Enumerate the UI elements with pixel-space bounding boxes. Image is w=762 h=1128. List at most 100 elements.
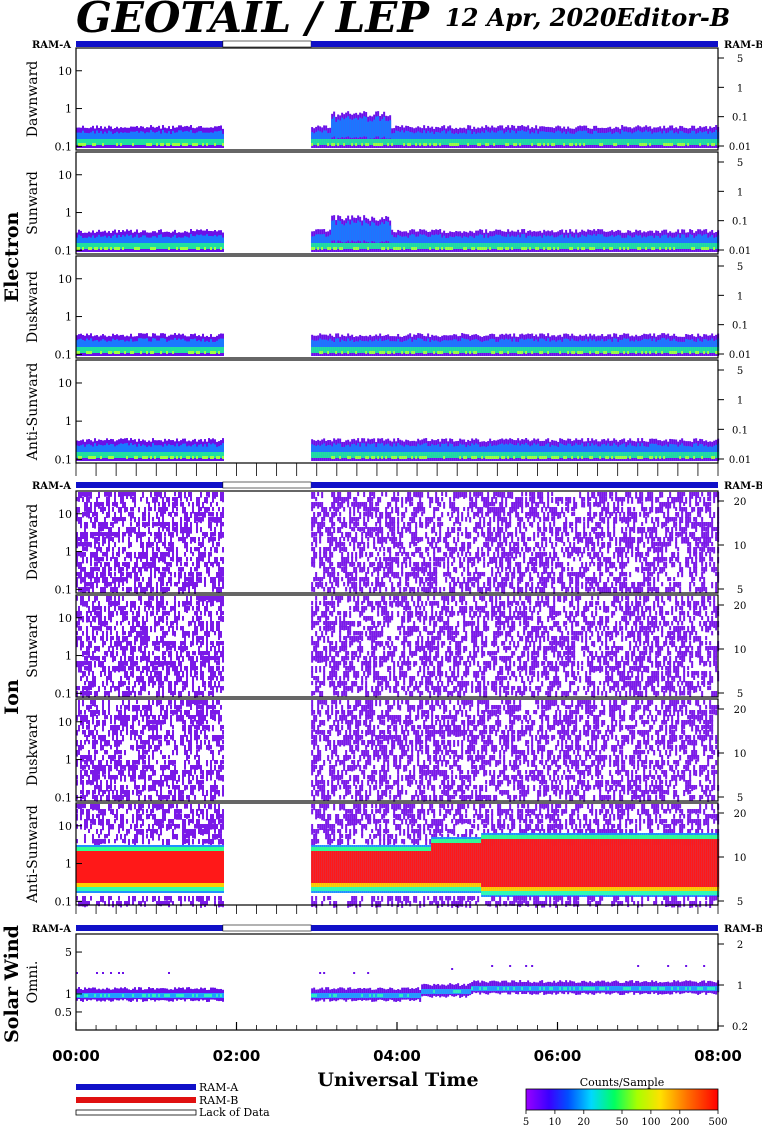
- spectrum-column: [114, 243, 116, 249]
- noise-pixel: [142, 542, 144, 548]
- spectrum-column: [455, 139, 458, 145]
- noise-pixel: [212, 512, 214, 517]
- spectrum-column: [453, 143, 456, 146]
- spectrum-column: [701, 452, 704, 458]
- spectrum-column: [591, 139, 594, 145]
- spectrum-column: [635, 351, 638, 354]
- spectrum-column: [563, 347, 566, 353]
- spectrum-column: [154, 132, 156, 144]
- noise-pixel: [154, 562, 156, 569]
- spectrum-column: [367, 347, 370, 353]
- spectrum-column: [567, 347, 570, 353]
- spectrum-column: [126, 347, 128, 353]
- spectrum-column: [389, 225, 392, 243]
- noise-pixel: [76, 577, 78, 583]
- spectrum-column: [653, 443, 656, 457]
- spectrum-column: [317, 452, 320, 458]
- spectrum-column: [651, 235, 654, 248]
- spectrum-column: [367, 247, 370, 250]
- spectrum-column: [505, 236, 508, 248]
- spectrum-column: [371, 139, 374, 145]
- spectrum-column: [112, 347, 114, 353]
- spectrum-column: [369, 339, 372, 352]
- spectrum-column: [176, 139, 178, 145]
- spectrum-column: [140, 139, 142, 145]
- spectrum-column: [651, 452, 654, 458]
- spectrum-column: [391, 234, 394, 248]
- spectrum-column: [222, 452, 224, 458]
- spectrum-column: [114, 234, 116, 247]
- spectrum-column: [100, 456, 102, 459]
- spectrum-column: [359, 139, 362, 145]
- spectrum-column: [639, 243, 642, 249]
- spectrum-column: [124, 351, 126, 354]
- noise-pixel: [152, 587, 154, 592]
- noise-pixel: [150, 582, 152, 589]
- spectrum-column: [164, 452, 166, 458]
- spectrum-column: [469, 243, 472, 249]
- spectrum-column: [713, 340, 716, 352]
- spectrum-column: [537, 247, 540, 250]
- spectrum-column: [361, 139, 364, 145]
- noise-pixel: [333, 497, 336, 503]
- noise-pixel: [176, 552, 178, 559]
- spectrum-column: [539, 452, 542, 458]
- spectrum-column: [671, 143, 674, 146]
- noise-pixel: [116, 552, 118, 557]
- noise-pixel: [355, 502, 358, 507]
- noise-pixel: [172, 547, 174, 554]
- spectrum-column: [633, 237, 636, 249]
- spectrum-column: [497, 139, 500, 145]
- spectrum-column: [421, 243, 424, 249]
- spectrum-column: [451, 452, 454, 458]
- spectrum-column: [653, 139, 656, 145]
- spectrum-column: [397, 243, 400, 249]
- spectrum-column: [124, 347, 126, 353]
- spectrum-column: [168, 247, 170, 250]
- spectrum-column: [168, 131, 170, 144]
- spectrum-column: [681, 243, 684, 249]
- spectrum-column: [449, 236, 452, 248]
- noise-pixel: [329, 527, 332, 534]
- noise-pixel: [172, 552, 174, 558]
- noise-pixel: [353, 522, 356, 527]
- noise-pixel: [313, 532, 316, 537]
- spectrum-column: [218, 339, 220, 352]
- noise-pixel: [351, 572, 354, 579]
- spectrum-column: [94, 243, 96, 249]
- right-tick-label: 5: [737, 262, 743, 273]
- noise-pixel: [200, 577, 202, 583]
- spectrum-column: [156, 445, 158, 457]
- noise-pixel: [170, 532, 172, 539]
- spectrum-column: [575, 243, 578, 249]
- spectrum-column: [531, 452, 534, 458]
- spectrum-column: [162, 139, 164, 145]
- noise-pixel: [176, 512, 178, 517]
- spectrum-column: [589, 347, 592, 353]
- noise-pixel: [353, 537, 356, 543]
- spectrum-column: [471, 247, 474, 250]
- spectrum-column: [553, 340, 556, 352]
- noise-pixel: [333, 512, 336, 518]
- spectrum-column: [561, 133, 564, 145]
- noise-pixel: [313, 577, 316, 582]
- noise-pixel: [164, 542, 166, 549]
- spectrum-column: [585, 243, 588, 249]
- noise-pixel: [361, 547, 364, 554]
- noise-pixel: [329, 577, 332, 584]
- spectrum-column: [641, 452, 644, 458]
- spectrum-column: [88, 340, 90, 352]
- spectrum-column: [543, 347, 546, 353]
- spectrum-column: [423, 452, 426, 458]
- spectrum-column: [431, 339, 434, 352]
- noise-pixel: [102, 532, 104, 539]
- noise-pixel: [311, 587, 314, 592]
- spectrum-column: [116, 445, 118, 457]
- spectrum-column: [473, 339, 476, 352]
- spectrum-column: [397, 234, 400, 248]
- spectrum-column: [337, 338, 340, 351]
- noise-pixel: [206, 497, 208, 504]
- spectrum-column: [585, 236, 588, 248]
- noise-pixel: [345, 547, 348, 552]
- spectrum-column: [160, 143, 162, 146]
